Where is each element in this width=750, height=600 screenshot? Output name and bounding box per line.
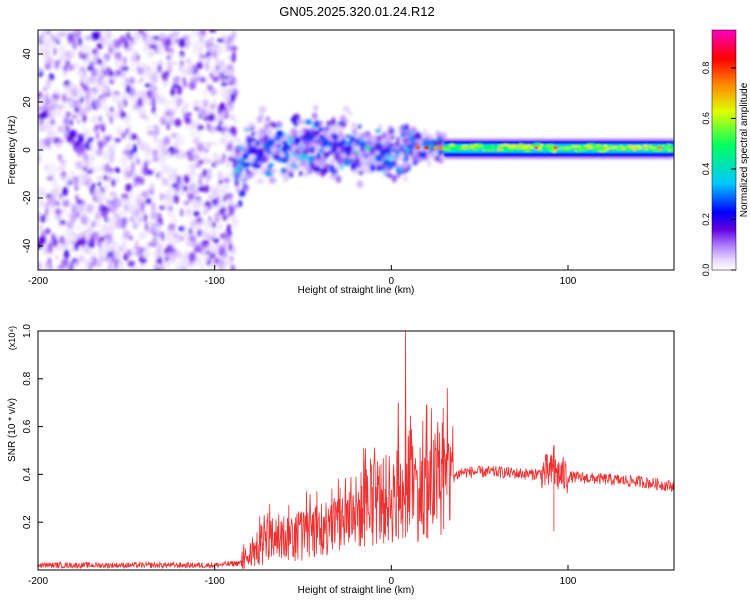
spectrogram-xtick-label: 0 xyxy=(389,276,395,287)
snr-xlabel: Height of straight line (km) xyxy=(298,585,415,596)
snr-xtick-label: -100 xyxy=(205,576,225,587)
snr-multiplier: (x10⁴) xyxy=(7,326,17,350)
spectrogram-xtick-label: -200 xyxy=(28,276,48,287)
snr-xtick-label: 0 xyxy=(389,576,395,587)
spectrogram-ytick-label: 20 xyxy=(22,96,33,108)
spectrogram-ytick-label: 0 xyxy=(22,147,33,153)
spectrogram-xlabel: Height of straight line (km) xyxy=(298,285,415,296)
snr-ticks: -200 -100 0 100 0.2 0.4 0.6 0.8 1.0 xyxy=(22,324,577,587)
colorbar-tick-label: 0.6 xyxy=(701,112,711,125)
colorbar-tick-label: 0.4 xyxy=(701,163,711,176)
spectrogram-xtick-label: -100 xyxy=(205,276,225,287)
snr-ytick-label: 0.8 xyxy=(22,371,33,385)
snr-ytick-label: 0.2 xyxy=(22,515,33,529)
snr-frame xyxy=(37,330,675,571)
colorbar: 0.0 0.2 0.4 0.6 0.8 Normalized spectral ampl… xyxy=(701,29,750,277)
colorbar-ticks: 0.0 0.2 0.4 0.6 0.8 xyxy=(701,62,736,277)
snr-plot-area xyxy=(38,331,674,570)
colorbar-label: Normalized spectral amplitude xyxy=(739,82,750,217)
spectrogram-xtick-label: 100 xyxy=(560,276,577,287)
colorbar-tick-label: 0.8 xyxy=(701,62,711,75)
snr-ytick-label: 1.0 xyxy=(22,324,33,338)
spectrogram-ytick-label: 40 xyxy=(22,48,33,60)
spectrogram-heatmap xyxy=(38,30,674,270)
spectrogram-ytick-label: -20 xyxy=(22,190,33,205)
chart-title: GN05.2025.320.01.24.R12 xyxy=(279,4,434,19)
snr-ylabel: SNR (10 * v/v) xyxy=(7,398,18,462)
spectrogram-ylabel: Frequency (Hz) xyxy=(7,116,18,185)
colorbar-gradient xyxy=(711,29,737,271)
snr-series-line xyxy=(38,331,674,570)
colorbar-tick-label: 0.0 xyxy=(701,264,711,277)
snr-xtick-label: -200 xyxy=(28,576,48,587)
snr-panel: -200 -100 0 100 0.2 0.4 0.6 0.8 1.0 Height of st… xyxy=(7,324,675,596)
snr-ytick-label: 0.6 xyxy=(22,419,33,433)
snr-ytick-label: 0.4 xyxy=(22,467,33,481)
snr-xtick-label: 100 xyxy=(560,576,577,587)
colorbar-tick-label: 0.2 xyxy=(701,213,711,226)
spectrogram-ytick-label: -40 xyxy=(22,238,33,253)
